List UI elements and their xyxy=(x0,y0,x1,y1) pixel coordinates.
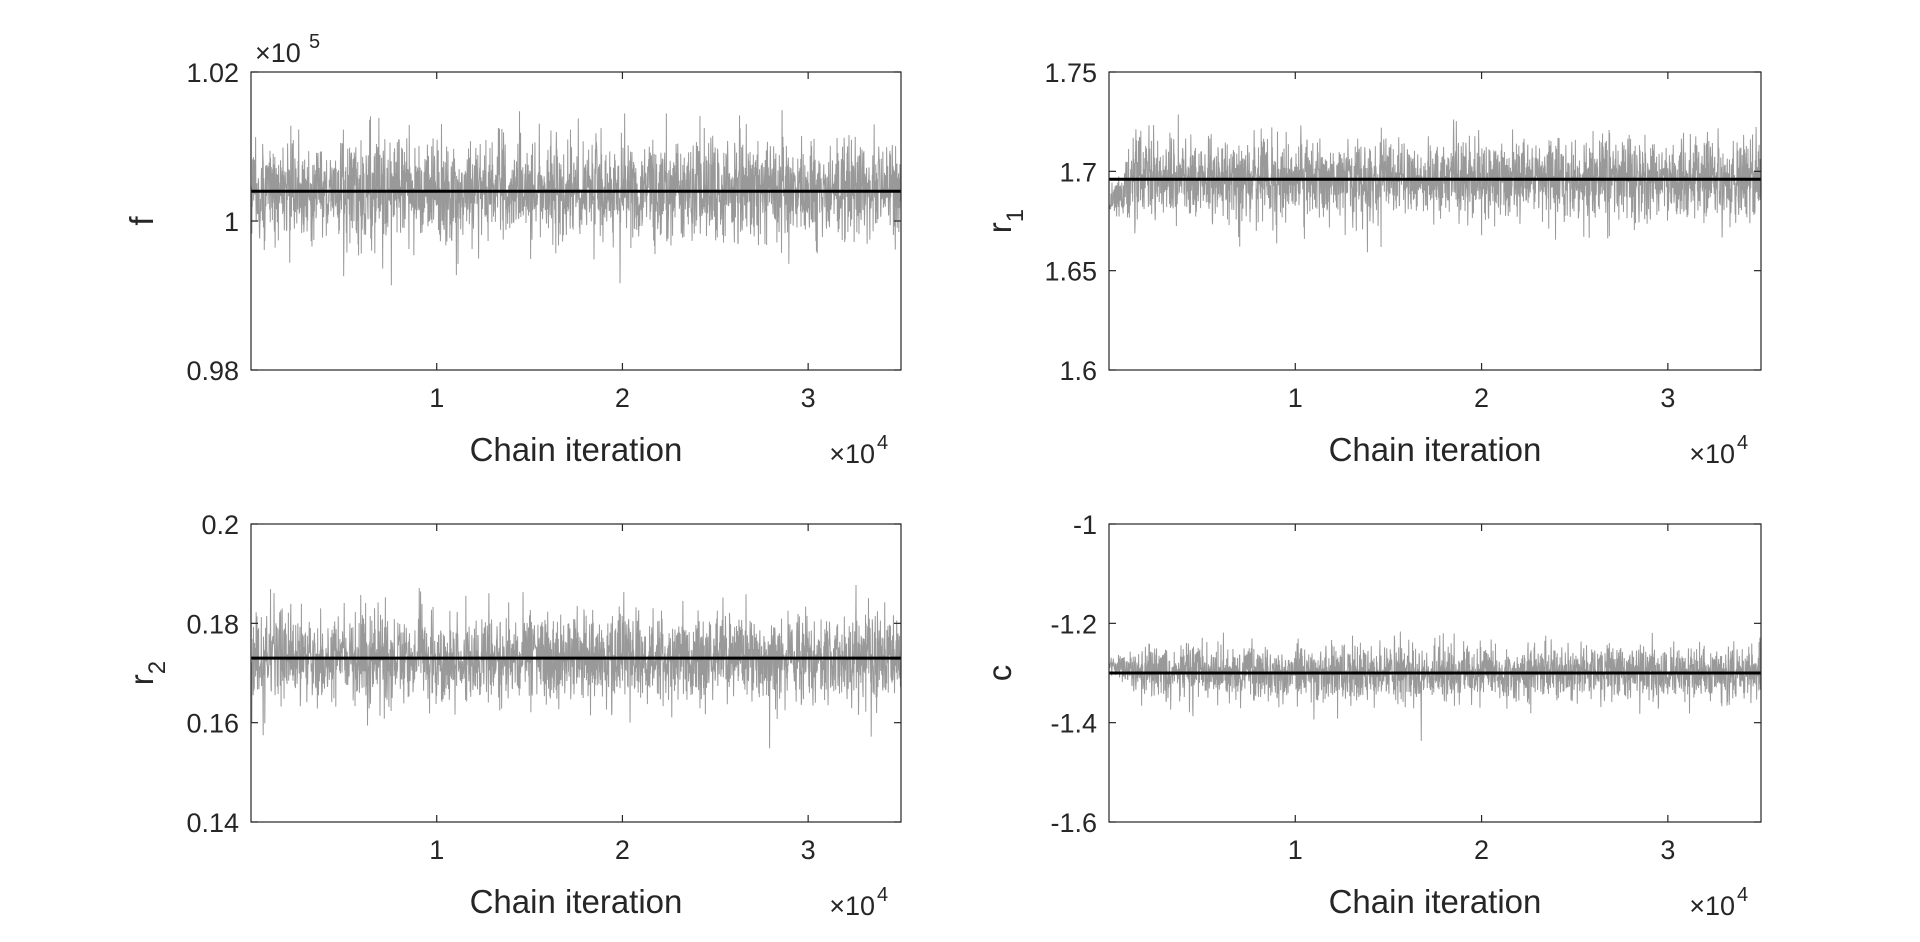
x-tick-label: 3 xyxy=(1660,835,1675,865)
x-exponent-power: 4 xyxy=(1737,884,1748,906)
plot-area xyxy=(1109,72,1761,370)
y-axis-label: c xyxy=(981,665,1018,682)
y-tick-label: 0.18 xyxy=(186,609,239,639)
x-exponent-label: ×10 xyxy=(1689,439,1735,469)
x-tick-label: 2 xyxy=(615,835,630,865)
y-tick-label: 0.98 xyxy=(186,356,239,386)
x-exponent-label: ×10 xyxy=(829,439,875,469)
y-tick-label: -1.6 xyxy=(1050,808,1097,838)
y-exponent-label: ×10 xyxy=(255,38,301,68)
trace-line xyxy=(251,584,901,749)
y-tick-label: 1.75 xyxy=(1044,58,1097,88)
y-tick-label: 1.6 xyxy=(1059,356,1097,386)
trace-line xyxy=(251,110,901,286)
axes-box xyxy=(250,523,902,823)
y-tick-label: 1 xyxy=(224,207,239,237)
axes-box xyxy=(1108,71,1762,371)
trace-line xyxy=(1109,631,1761,741)
subplot-2: 1 2 3 1.6 1.65 1.7 1.75 Chain iteration ×10 4 r1 xyxy=(981,58,1762,469)
plot-area xyxy=(251,72,901,370)
x-tick-label: 2 xyxy=(1474,383,1489,413)
x-tick-label: 1 xyxy=(429,835,444,865)
y-tick-label: -1.2 xyxy=(1050,609,1097,639)
y-tick-label: 1.02 xyxy=(186,58,239,88)
trace-line xyxy=(1109,114,1761,253)
y-tick-label: 0.14 xyxy=(186,808,239,838)
x-tick-label: 3 xyxy=(801,383,816,413)
y-exponent-power: 5 xyxy=(309,31,320,53)
x-tick-label: 2 xyxy=(1474,835,1489,865)
axes-box xyxy=(1108,523,1762,823)
x-exponent-power: 4 xyxy=(1737,432,1748,454)
x-tick-label: 3 xyxy=(801,835,816,865)
subplot-4: 1 2 3 -1.6 -1.4 -1.2 -1 Chain iteration ×10 4 c xyxy=(981,510,1762,921)
x-exponent-label: ×10 xyxy=(1689,891,1735,921)
x-axis-label: Chain iteration xyxy=(470,431,683,468)
subplot-3: 1 2 3 0.14 0.16 0.18 0.2 Chain iteration ×10 4 r2 xyxy=(123,510,902,921)
x-exponent-power: 4 xyxy=(877,884,888,906)
x-tick-label: 1 xyxy=(429,383,444,413)
x-tick-label: 3 xyxy=(1660,383,1675,413)
x-tick-label: 1 xyxy=(1288,383,1303,413)
x-axis-label: Chain iteration xyxy=(1329,883,1542,920)
x-exponent-label: ×10 xyxy=(829,891,875,921)
y-axis-label: r2 xyxy=(123,661,171,685)
x-tick-label: 2 xyxy=(615,383,630,413)
x-axis-label: Chain iteration xyxy=(470,883,683,920)
y-tick-label: 0.16 xyxy=(186,709,239,739)
x-tick-label: 1 xyxy=(1288,835,1303,865)
y-tick-label: 1.7 xyxy=(1059,157,1097,187)
x-axis-label: Chain iteration xyxy=(1329,431,1542,468)
y-tick-label: 0.2 xyxy=(201,510,239,540)
y-tick-label: -1 xyxy=(1073,510,1097,540)
x-exponent-power: 4 xyxy=(877,432,888,454)
y-tick-label: 1.65 xyxy=(1044,257,1097,287)
y-tick-label: -1.4 xyxy=(1050,709,1097,739)
y-axis-label: r1 xyxy=(981,209,1029,233)
y-axis-label: f xyxy=(123,216,160,226)
